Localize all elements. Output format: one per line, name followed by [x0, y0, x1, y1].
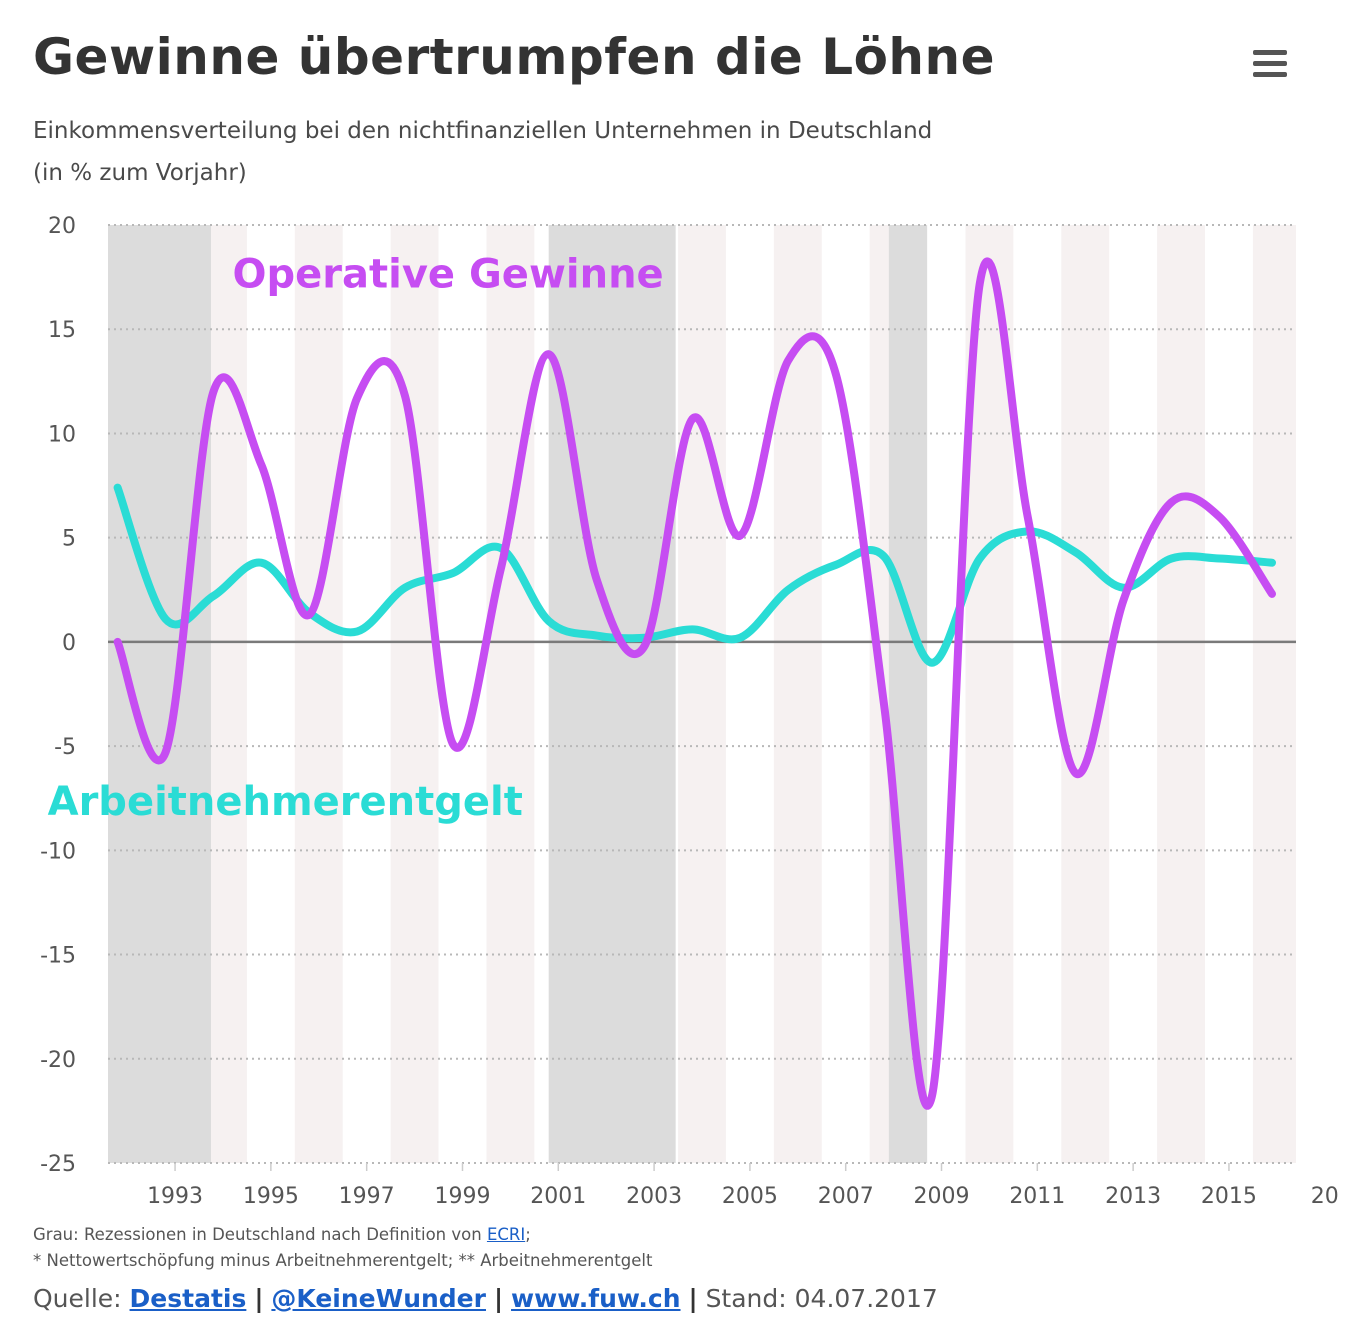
x-tick-label: 2001: [530, 1184, 586, 1209]
chart-title: Gewinne übertrumpfen die Löhne: [33, 28, 996, 86]
year-band: [486, 225, 535, 1163]
x-tick-label: 1999: [434, 1184, 490, 1209]
x-tick-label: 1995: [243, 1184, 299, 1209]
recession-band: [548, 225, 676, 1163]
source-label: Quelle:: [33, 1284, 130, 1313]
series-label-operative-gewinne: Operative Gewinne: [233, 252, 664, 298]
ecri-link[interactable]: ECRI: [486, 1225, 526, 1244]
chart-footer: Grau: Rezessionen in Deutschland nach De…: [33, 1222, 938, 1313]
x-tick-label: 20: [1311, 1184, 1339, 1209]
series-lines: [113, 257, 1276, 1110]
recession-band: [888, 225, 928, 1163]
year-band: [1252, 225, 1296, 1163]
x-tick-label: 1993: [147, 1184, 203, 1209]
year-band: [678, 225, 726, 1163]
y-tick-label: -20: [40, 1048, 76, 1073]
subtitle-line-1: Einkommensverteilung bei den nichtfinanz…: [33, 118, 933, 144]
y-tick-label: 0: [62, 631, 76, 656]
y-tick-label: 20: [48, 214, 76, 239]
subtitle-line-2: (in % zum Vorjahr): [33, 160, 247, 186]
destatis-link[interactable]: Destatis: [129, 1284, 247, 1313]
year-band: [390, 225, 439, 1163]
y-tick-label: -25: [40, 1152, 76, 1177]
y-tick-label: -15: [40, 944, 76, 969]
source-line: Quelle: Destatis | @KeineWunder | www.fu…: [33, 1284, 938, 1313]
y-tick-label: 5: [62, 527, 76, 552]
x-tick-label: 2015: [1201, 1184, 1257, 1209]
year-band: [773, 225, 822, 1163]
y-tick-label: -5: [54, 735, 76, 760]
y-tick-label: -10: [40, 839, 76, 864]
y-tick-label: 10: [48, 422, 76, 447]
x-tick-label: 2011: [1009, 1184, 1065, 1209]
x-tick-label: 2013: [1105, 1184, 1161, 1209]
menu-bar: [1253, 72, 1287, 77]
y-tick-label: 15: [48, 318, 76, 343]
recession-band: [108, 225, 211, 1163]
recession-note: Grau: Rezessionen in Deutschland nach De…: [33, 1222, 938, 1248]
menu-bar: [1253, 61, 1287, 66]
keinewunder-link[interactable]: @KeineWunder: [271, 1284, 486, 1313]
definition-note: * Nettowertschöpfung minus Arbeitnehmere…: [33, 1251, 653, 1270]
x-tick-label: 2007: [818, 1184, 874, 1209]
menu-bar: [1253, 50, 1287, 55]
x-tick-label: 1997: [339, 1184, 395, 1209]
grid-lines: [108, 224, 1296, 1164]
background-bands: [108, 225, 1296, 1163]
stand-date: Stand: 04.07.2017: [705, 1284, 938, 1313]
separator: |: [688, 1284, 698, 1313]
series-annotations: Operative Gewinne Arbeitnehmerentgelt: [48, 252, 664, 825]
x-tick-label: 2005: [722, 1184, 778, 1209]
year-band: [294, 225, 343, 1163]
hamburger-menu-icon[interactable]: [1248, 44, 1294, 84]
chart-subtitle: Einkommensverteilung bei den nichtfinanz…: [33, 110, 932, 194]
recession-note-suffix: ;: [525, 1225, 531, 1244]
x-tick-label: 2009: [914, 1184, 970, 1209]
x-tick-label: 2003: [626, 1184, 682, 1209]
fuw-link[interactable]: www.fuw.ch: [511, 1284, 681, 1313]
year-band: [1157, 225, 1205, 1163]
recession-note-text: Grau: Rezessionen in Deutschland nach De…: [33, 1225, 487, 1244]
separator: |: [254, 1284, 264, 1313]
separator: |: [493, 1284, 504, 1313]
series-label-arbeitnehmerentgelt: Arbeitnehmerentgelt: [48, 779, 523, 825]
